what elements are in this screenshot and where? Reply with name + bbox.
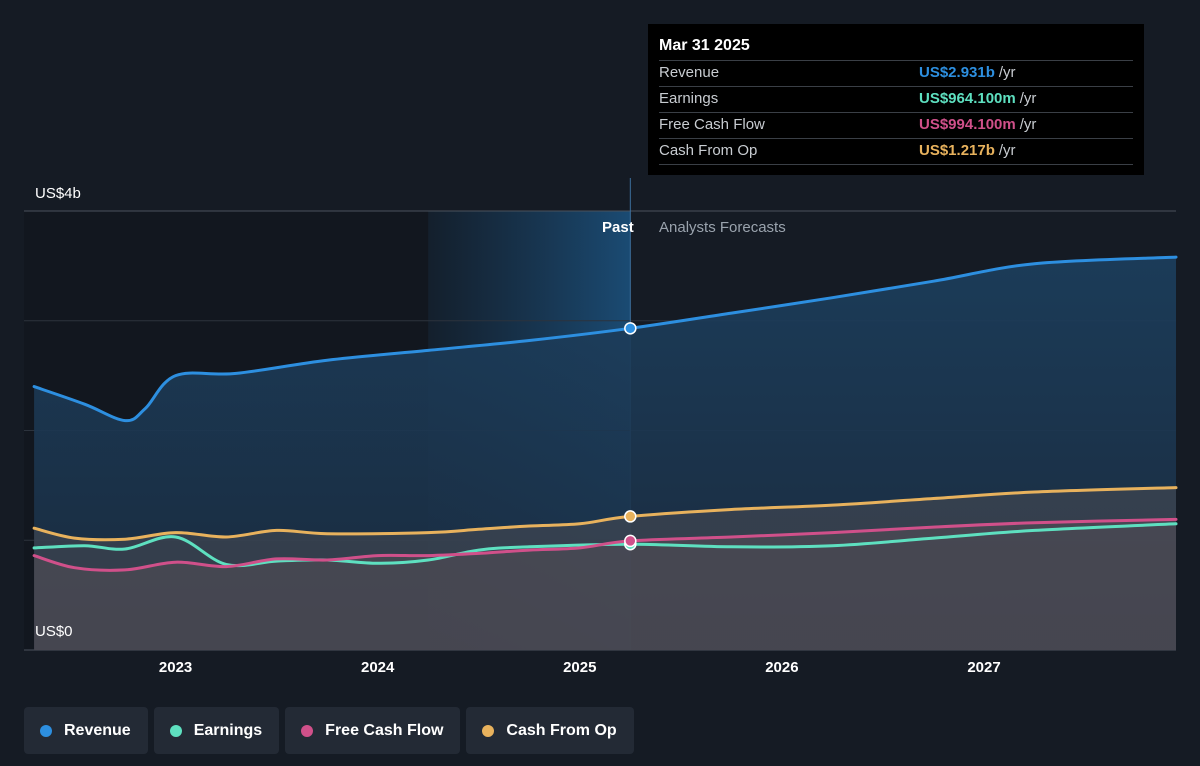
tooltip-series-unit: /yr <box>998 64 1016 81</box>
tooltip-series-value: US$964.100m <box>919 90 1016 107</box>
series-line-earnings <box>32 522 1178 568</box>
legend-dot-icon <box>482 724 495 737</box>
tooltip-series-unit: /yr <box>1019 116 1037 133</box>
tooltip-row-free-cash-flow: Free Cash Flow US$994.100m /yr <box>659 112 1133 138</box>
past-region-label: Past <box>602 219 634 236</box>
forecast-region-label: Analysts Forecasts <box>659 219 786 236</box>
legend-item-earnings[interactable]: Earnings <box>153 707 280 754</box>
legend-dot-icon <box>301 724 314 737</box>
legend-item-cash-from-op[interactable]: Cash From Op <box>466 707 634 754</box>
tooltip-series-unit: /yr <box>998 142 1016 159</box>
y-axis-min-label: US$0 <box>35 623 73 640</box>
legend-item-revenue[interactable]: Revenue <box>24 707 148 754</box>
x-tick-label: 2027 <box>967 659 1001 676</box>
tooltip-date: Mar 31 2025 <box>659 37 750 54</box>
legend-label: Revenue <box>64 721 131 739</box>
tooltip-series-name: Earnings <box>659 90 719 107</box>
tooltip-row-revenue: Revenue US$2.931b /yr <box>659 60 1133 86</box>
tooltip-row-cash-from-op: Cash From Op US$1.217b /yr <box>659 138 1133 165</box>
free-cash-flow-area <box>34 519 1177 650</box>
chart-plot <box>24 178 1178 651</box>
series-marker-cash-from-op <box>624 510 637 523</box>
tooltip-series-name: Free Cash Flow <box>659 116 765 133</box>
tooltip-series-name: Cash From Op <box>659 142 758 159</box>
chart-legend: Revenue Earnings Free Cash Flow Cash Fro… <box>24 707 634 754</box>
series-marker-free-cash-flow <box>624 534 637 548</box>
legend-dot-icon <box>40 724 52 737</box>
tooltip-series-unit: /yr <box>1019 90 1037 107</box>
x-tick-label: 2023 <box>158 659 193 676</box>
tooltip-series-name: Revenue <box>659 64 720 81</box>
series-marker-revenue <box>624 322 637 335</box>
x-tick-label: 2024 <box>360 659 395 676</box>
tooltip-series-value: US$1.217b <box>919 142 995 159</box>
data-tooltip: Mar 31 2025 Revenue US$2.931b /yr Earnin… <box>648 24 1144 175</box>
series-line-revenue <box>32 255 1178 423</box>
series-line-cash-from-op <box>32 486 1178 542</box>
tooltip-series-value: US$2.931b <box>919 64 995 81</box>
legend-label: Earnings <box>193 721 263 739</box>
x-tick-label: 2026 <box>765 659 799 676</box>
tooltip-row-earnings: Earnings US$964.100m /yr <box>659 86 1133 112</box>
legend-dot-icon <box>169 724 182 737</box>
legend-item-free-cash-flow[interactable]: Free Cash Flow <box>285 707 461 754</box>
y-axis-max-label: US$4b <box>35 185 81 202</box>
x-tick-label: 2025 <box>563 659 597 676</box>
tooltip-series-value: US$994.100m <box>919 116 1016 133</box>
series-line-free-cash-flow <box>32 517 1178 572</box>
legend-label: Free Cash Flow <box>325 721 444 739</box>
legend-label: Cash From Op <box>506 721 617 739</box>
